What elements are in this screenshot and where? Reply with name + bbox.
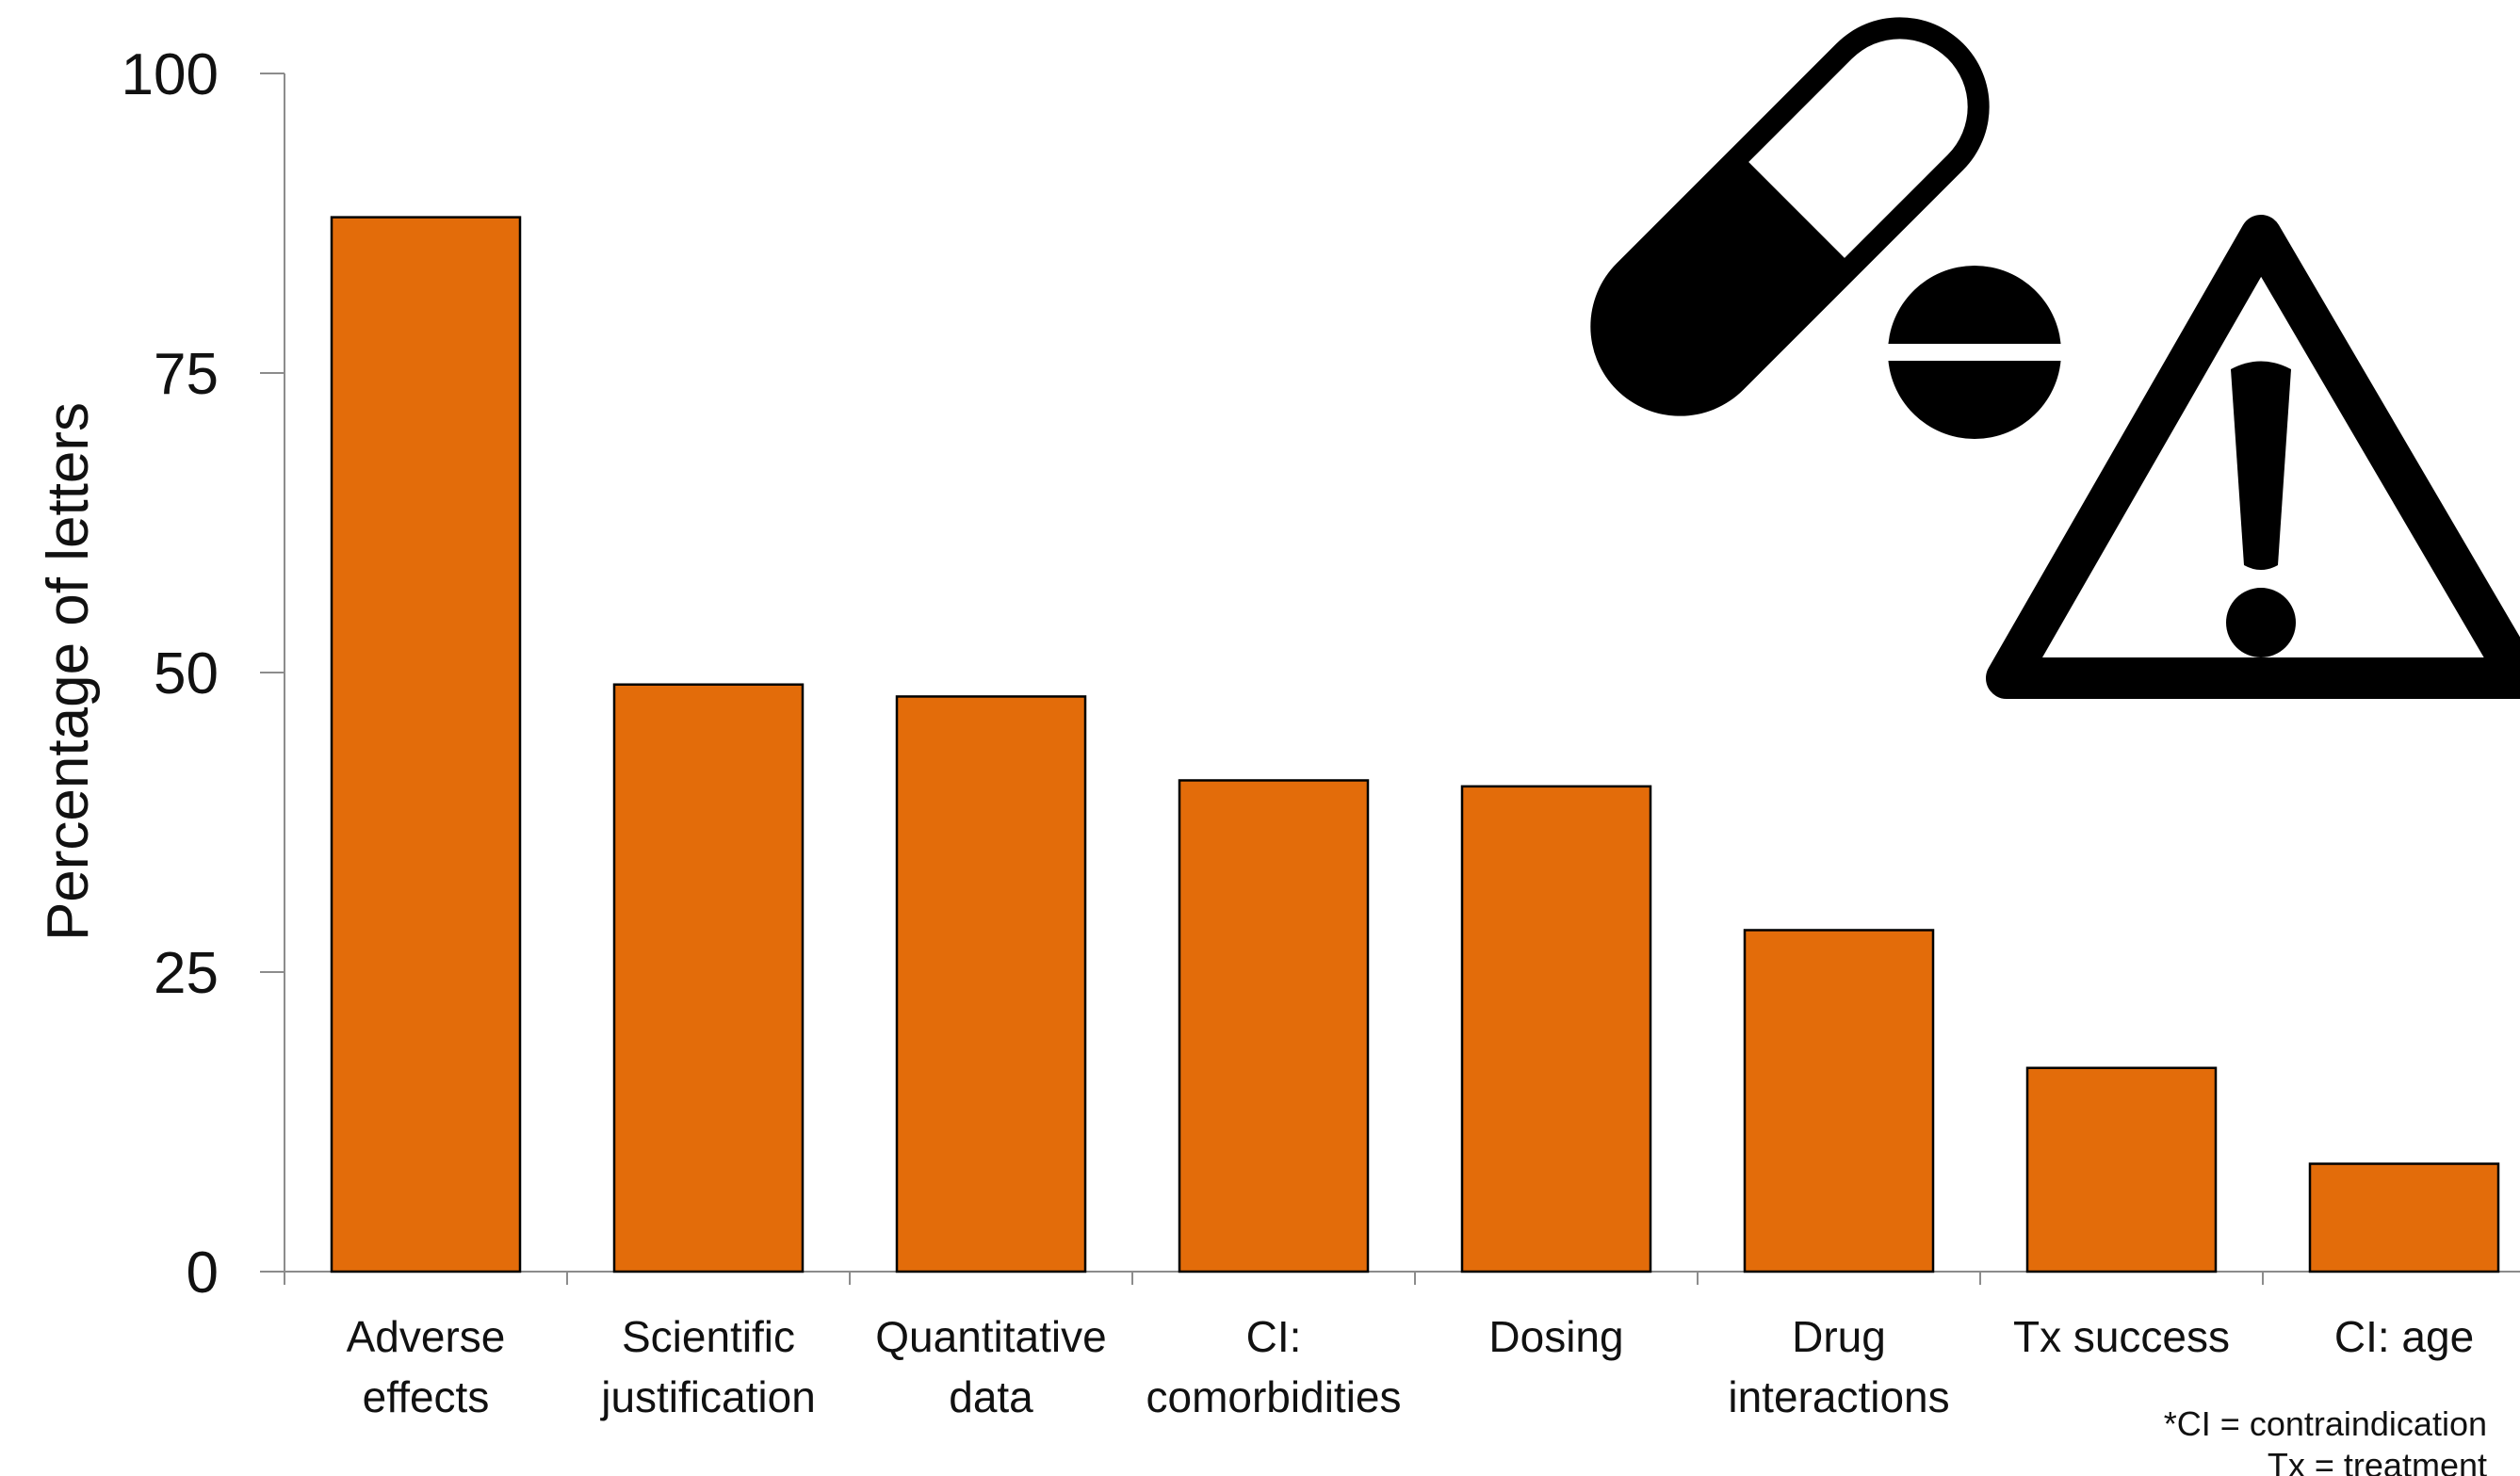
y-tick-label: 75: [154, 342, 219, 407]
x-tick-label: CI: age: [2334, 1312, 2474, 1361]
bar: [895, 695, 1087, 1273]
y-tick-label: 100: [122, 42, 219, 107]
x-tick-label: justification: [599, 1372, 816, 1421]
x-tick-label: Dosing: [1488, 1312, 1623, 1361]
bar: [1460, 785, 1652, 1273]
pill-capsule-icon: [1590, 17, 1990, 416]
x-tick-label: Adverse: [347, 1312, 506, 1361]
y-axis-label: Percentage of letters: [36, 402, 101, 941]
y-tick-labels: 0 25 50 75 100: [122, 42, 219, 1306]
footnote: *CI = contraindication: [2164, 1404, 2487, 1443]
x-tick-label: Drug: [1792, 1312, 1886, 1361]
bar: [2308, 1162, 2500, 1273]
footnote: Tx = treatment: [2268, 1446, 2487, 1476]
warning-triangle-icon: [1986, 215, 2520, 699]
bar: [330, 216, 522, 1273]
x-tick-label: Scientific: [622, 1312, 795, 1361]
x-tick-label: comorbidities: [1146, 1372, 1402, 1421]
y-tick-label: 0: [187, 1241, 219, 1306]
pill-tablet-icon: [1886, 266, 2065, 439]
x-tick-label: effects: [363, 1372, 490, 1421]
y-tick-label: 50: [154, 641, 219, 706]
bar: [1178, 779, 1370, 1273]
bar: [1743, 929, 1935, 1273]
x-tick-label: data: [949, 1372, 1033, 1421]
x-tick-label: Tx success: [2013, 1312, 2230, 1361]
x-tick-labels: Adverse effects Scientific justification Qua…: [347, 1312, 2475, 1421]
y-tick-label: 25: [154, 941, 219, 1006]
x-tick-label: CI:: [1246, 1312, 1302, 1361]
x-tick-label: Quantitative: [875, 1312, 1106, 1361]
bar: [2025, 1066, 2218, 1273]
bar: [612, 683, 805, 1273]
x-tick-label: interactions: [1728, 1372, 1949, 1421]
bars: [330, 216, 2500, 1273]
